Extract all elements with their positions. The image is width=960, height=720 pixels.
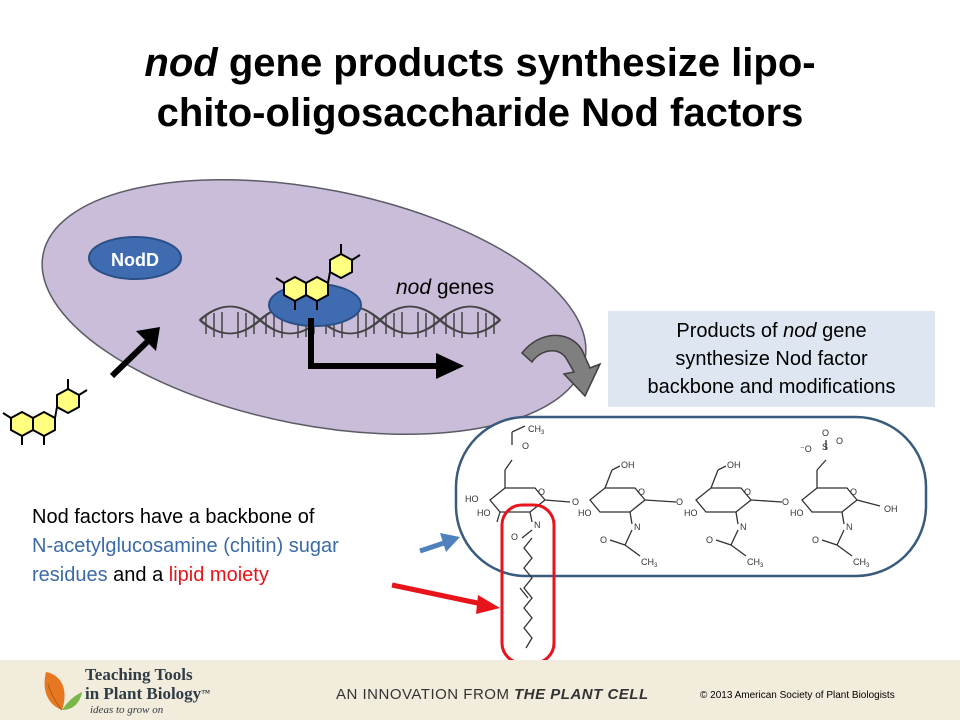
- transcription-arrowhead: [436, 353, 464, 379]
- flavonoid-bound: [275, 244, 361, 310]
- dna-helix: [198, 305, 502, 338]
- label-ch3-3: CH3: [747, 557, 764, 569]
- label-o-link-2: O: [676, 497, 683, 507]
- label-o-link-3: O: [782, 497, 789, 507]
- teaching-tools-line-1: Teaching Tools: [85, 665, 193, 684]
- label-o-ring1: O: [538, 487, 545, 497]
- products-caption-box: Products of nod gene synthesize Nod fact…: [608, 311, 935, 407]
- nod-genes-rest: genes: [431, 276, 495, 299]
- backbone-description-line-1: Nod factors have a backbone of: [32, 506, 315, 528]
- innovation-credit-journal: THE PLANT CELL: [514, 686, 649, 703]
- teaching-tools-line-2-text: in Plant Biology: [85, 684, 202, 703]
- teaching-tools-tagline: ideas to grow on: [90, 704, 164, 716]
- nodd-label: NodD: [111, 250, 159, 270]
- label-ho-ring4: HO: [790, 508, 804, 518]
- label-oh-3: OH: [727, 460, 741, 470]
- flavonoid-entry-arrow: [109, 339, 150, 379]
- innovation-credit: AN INNOVATION FROM THE PLANT CELL: [336, 686, 649, 703]
- label-o-link-1: O: [572, 497, 579, 507]
- label-o-ring2: O: [638, 487, 645, 497]
- label-o-lipid: O: [511, 532, 518, 542]
- label-o-sulfate-right: O: [836, 436, 843, 446]
- title-line-2: chito-oligosaccharide Nod factors: [156, 91, 804, 135]
- nod-factor-structure-box: [454, 415, 928, 578]
- title-line-1-rest: gene products synthesize lipo-: [217, 41, 816, 85]
- label-o-carbonyl-1: O: [522, 441, 529, 451]
- label-n-2: N: [634, 522, 641, 532]
- backbone-description-and: and a: [107, 564, 169, 586]
- caption-line-3: backbone and modifications: [647, 376, 896, 398]
- nod-genes-label: nod genes: [396, 276, 494, 300]
- label-oh-end: OH: [884, 504, 898, 514]
- label-ho-ring2: HO: [578, 508, 592, 518]
- backbone-description-chitin: N-acetylglucosamine (chitin) sugar resid…: [32, 535, 339, 586]
- structure-labels: HO HO O O O N O OH O HO N O CH3 O OH O H…: [465, 424, 898, 569]
- flavonoid-outside: [2, 379, 88, 445]
- innovation-credit-pre: AN INNOVATION FROM: [336, 686, 515, 703]
- label-ho-1: HO: [465, 494, 479, 504]
- label-ho-2: HO: [477, 508, 491, 518]
- backbone-pointer-arrow: [419, 540, 445, 554]
- leaf-logo-icon: [44, 672, 82, 711]
- backbone-pointer-arrowhead: [440, 533, 460, 552]
- label-s: S: [822, 442, 828, 452]
- caption-line-1-italic: nod: [783, 320, 817, 342]
- label-ch3-2: CH3: [641, 557, 658, 569]
- caption-line-1-post: gene: [816, 320, 867, 342]
- backbone-description: Nod factors have a backbone of N-acetylg…: [32, 503, 412, 590]
- label-n-1: N: [534, 520, 541, 530]
- label-ch3-1: CH3: [528, 424, 545, 436]
- label-oh-2: OH: [621, 460, 635, 470]
- caption-line-1-pre: Products of: [676, 320, 784, 342]
- label-ch3-4: CH3: [853, 557, 870, 569]
- label-o-ring3: O: [744, 487, 751, 497]
- transcription-arrow: [308, 318, 440, 369]
- chemical-structure: [489, 425, 881, 649]
- slide-title: nod gene products synthesize lipo- chito…: [0, 38, 960, 138]
- title-line-1: nod gene products synthesize lipo-: [0, 38, 960, 88]
- label-o-acetyl-2: O: [600, 535, 607, 545]
- caption-line-2: synthesize Nod factor: [675, 348, 868, 370]
- caption-line-1: Products of nod gene: [608, 317, 935, 345]
- backbone-description-lipid: lipid moiety: [168, 564, 269, 586]
- label-o-sulfate-top: O: [822, 428, 829, 438]
- nodd-protein: [88, 236, 182, 280]
- flavonoid-entry-arrowhead: [136, 327, 160, 351]
- label-o-acetyl-3: O: [706, 535, 713, 545]
- lipid-pointer-arrowhead: [476, 595, 500, 614]
- label-o-acetyl-4: O: [812, 535, 819, 545]
- teaching-tools-line-2: in Plant Biology™: [85, 684, 210, 703]
- footer-bar: [0, 660, 960, 720]
- label-ho-ring3: HO: [684, 508, 698, 518]
- copyright: © 2013 American Society of Plant Biologi…: [700, 690, 895, 701]
- title-italic-nod: nod: [144, 41, 218, 85]
- lipid-moiety-highlight: [500, 503, 556, 660]
- trademark-symbol: ™: [201, 688, 211, 698]
- label-n-4: N: [846, 522, 853, 532]
- label-o-ring4: O: [850, 487, 857, 497]
- nod-genes-italic: nod: [396, 276, 432, 299]
- curved-gray-arrow: [520, 334, 602, 398]
- diagram: NodD: [2, 179, 928, 660]
- label-o-sulfate: ⁻O: [800, 444, 812, 454]
- label-n-3: N: [740, 522, 747, 532]
- lipid-pointer-arrow: [391, 582, 483, 607]
